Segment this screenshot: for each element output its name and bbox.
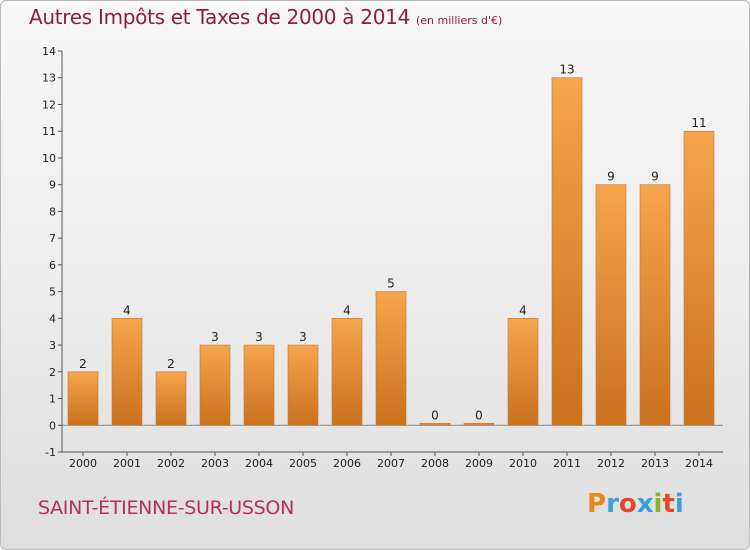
data-label-2005: 3 [299,330,307,344]
x-tick-label: 2008 [421,457,449,470]
bar-2007 [375,291,407,426]
y-tick-label: 12 [42,98,56,111]
data-label-2014: 11 [691,116,706,130]
bar-2001 [111,318,143,426]
logo-letter: t [662,489,675,519]
logo-letter: o [618,489,637,519]
data-label-2003: 3 [211,330,219,344]
data-label-2001: 4 [123,303,131,317]
logo-letter: x [636,489,654,519]
data-label-2013: 9 [651,170,659,184]
y-tick-label: 6 [49,259,56,272]
data-label-2007: 5 [387,277,395,291]
logo-letter: i [653,489,663,519]
x-tick-label: 2011 [553,457,581,470]
y-tick-label: 11 [42,125,56,138]
y-tick-label: 3 [49,339,56,352]
data-label-2002: 2 [167,357,175,371]
bar-2013 [639,184,671,426]
logo-letter: r [606,489,619,519]
y-tick-label: 2 [49,366,56,379]
x-tick-label: 2000 [69,457,97,470]
data-label-2008: 0 [431,408,439,422]
x-tick-label: 2002 [157,457,185,470]
x-tick-label: 2013 [641,457,669,470]
bar-2010 [507,318,539,426]
bar-2011 [551,77,583,426]
data-label-2011: 13 [559,63,574,77]
x-tick-label: 2001 [113,457,141,470]
y-tick-label: 5 [49,286,56,299]
data-labels: 2 4 2 3 3 3 4 5 0 0 4 13 9 9 11 [79,63,706,423]
bar-2012 [595,184,627,426]
logo-letter: P [587,489,607,519]
chart-title: Autres Impôts et Taxes de 2000 à 2014 (en… [29,5,502,29]
x-tick-label: 2012 [597,457,625,470]
data-label-2009: 0 [475,408,483,422]
y-tick-label: -1 [45,446,56,459]
y-tick-label: 13 [42,72,56,85]
chart-title-text: Autres Impôts et Taxes de 2000 à 2014 [29,5,410,29]
chart-subtitle: (en milliers d'€) [416,14,503,27]
x-tick-label: 2014 [685,457,713,470]
bar-2006 [331,318,363,426]
x-tick-label: 2004 [245,457,273,470]
bar-2004 [243,344,275,426]
x-tick-label: 2007 [377,457,405,470]
y-tick-label: 10 [42,152,56,165]
bar-2009 [463,422,495,426]
data-label-2010: 4 [519,303,527,317]
logo-letter: i [674,489,684,519]
x-tick-label: 2009 [465,457,493,470]
data-label-2004: 3 [255,330,263,344]
y-tick-label: 1 [49,393,56,406]
y-tick-label: 14 [42,45,56,58]
data-label-2000: 2 [79,357,87,371]
bar-2008 [419,422,451,426]
x-tick-label: 2005 [289,457,317,470]
y-tick-label: 7 [49,232,56,245]
x-tick-label: 2003 [201,457,229,470]
bar-2000 [67,371,99,426]
bar-2002 [155,371,187,426]
bar-2014 [683,130,715,426]
bar-2005 [287,344,319,426]
y-tick-label: 0 [49,419,56,432]
y-tick-label: 9 [49,179,56,192]
commune-name: SAINT-ÉTIENNE-SUR-USSON [38,497,295,519]
bar-2003 [199,344,231,426]
y-tick-label: 4 [49,312,56,325]
bars [67,77,715,426]
data-label-2006: 4 [343,303,351,317]
proxiti-logo: Proxiti [587,489,684,519]
data-label-2012: 9 [607,170,615,184]
x-tick-label: 2006 [333,457,361,470]
y-tick-label: 8 [49,205,56,218]
x-tick-label: 2010 [509,457,537,470]
